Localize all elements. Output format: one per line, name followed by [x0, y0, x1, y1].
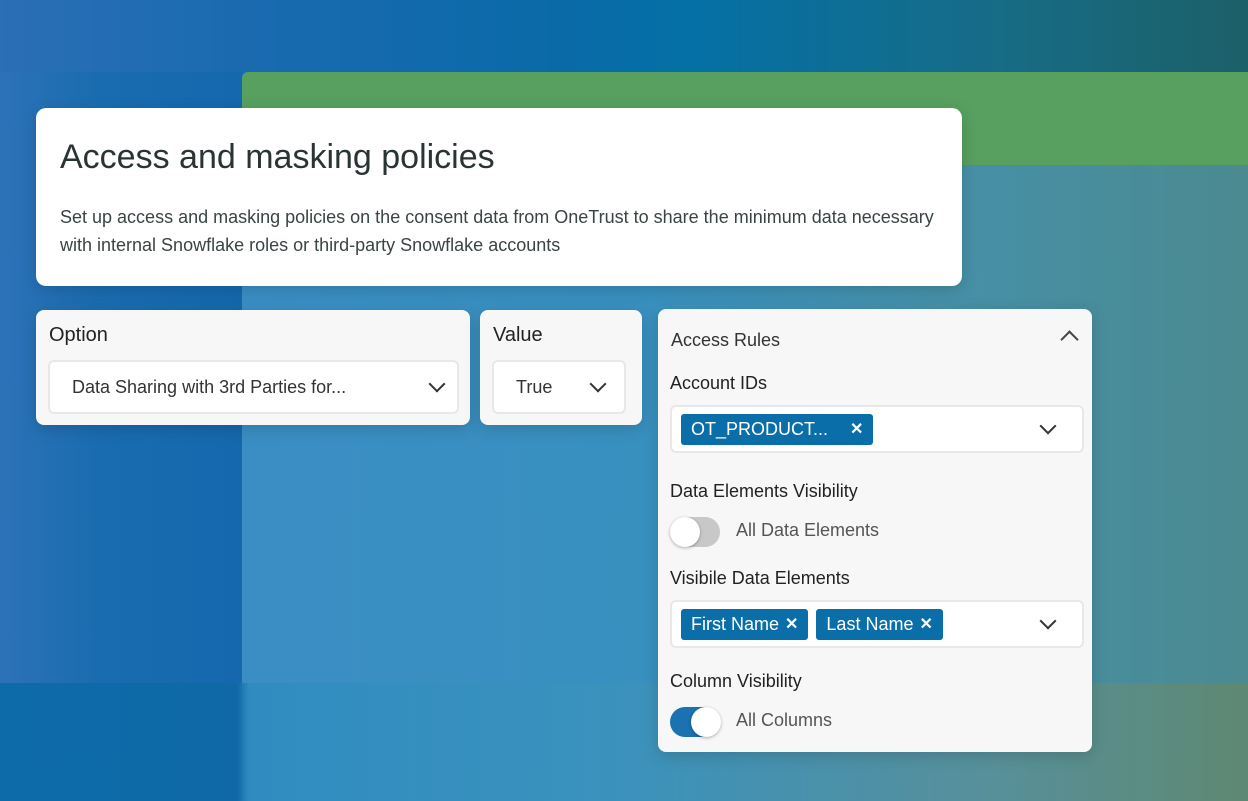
chevron-down-icon — [1039, 612, 1057, 630]
chevron-down-icon — [589, 375, 607, 393]
chevron-up-icon[interactable] — [1060, 330, 1079, 349]
remove-tag-icon[interactable]: ✕ — [785, 616, 799, 633]
value-select[interactable]: True — [492, 360, 626, 414]
option-panel: Option Data Sharing with 3rd Parties for… — [36, 310, 470, 425]
chevron-down-icon — [1039, 417, 1057, 435]
data-elements-visibility-label: Data Elements Visibility — [670, 481, 858, 501]
all-columns-toggle[interactable] — [670, 707, 721, 737]
all-data-elements-label: All Data Elements — [736, 520, 880, 540]
access-rules-title: Access Rules — [671, 330, 781, 350]
all-data-elements-toggle[interactable] — [670, 517, 720, 547]
page-description: Set up access and masking policies on th… — [60, 207, 934, 255]
option-select[interactable]: Data Sharing with 3rd Parties for... — [48, 360, 459, 414]
account-id-tag[interactable]: OT_PRODUCT... ✕ — [681, 413, 874, 445]
account-ids-label: Account IDs — [670, 373, 768, 393]
column-visibility-label: Column Visibility — [670, 671, 802, 691]
visible-data-elements-label: Visibile Data Elements — [670, 568, 850, 588]
all-columns-label: All Columns — [736, 710, 833, 730]
remove-tag-icon[interactable]: ✕ — [919, 616, 933, 633]
data-element-tag[interactable]: First Name ✕ — [681, 608, 809, 640]
chevron-down-icon — [428, 375, 446, 393]
header-card: Access and masking policies Set up acces… — [36, 108, 962, 286]
value-label: Value — [493, 324, 543, 346]
access-rules-panel: Access Rules Account IDs OT_PRODUCT... ✕ … — [658, 309, 1092, 752]
value-value: True — [516, 376, 553, 397]
remove-tag-icon[interactable]: ✕ — [850, 421, 864, 438]
value-panel: Value True — [480, 310, 642, 425]
page-title: Access and masking policies — [60, 138, 495, 176]
data-element-tag[interactable]: Last Name ✕ — [816, 608, 943, 640]
option-value: Data Sharing with 3rd Parties for... — [72, 376, 347, 397]
account-ids-select[interactable]: OT_PRODUCT... ✕ — [670, 405, 1084, 453]
visible-data-elements-select[interactable]: First Name ✕ Last Name ✕ — [670, 600, 1084, 648]
option-label: Option — [49, 324, 108, 346]
